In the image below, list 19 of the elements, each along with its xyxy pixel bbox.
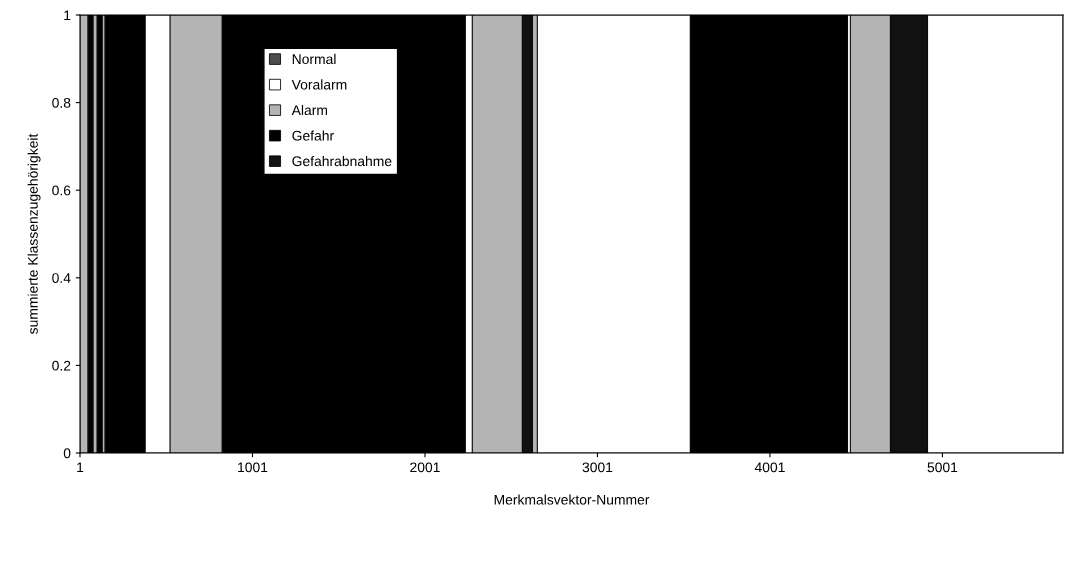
y-tick-label: 0.8: [52, 97, 71, 108]
x-axis-title: Merkmalsvektor-Nummer: [494, 494, 650, 505]
legend-label: Normal: [292, 53, 336, 65]
legend-label: Alarm: [291, 104, 328, 116]
y-axis-title: summierte Klassenzugehörigkeit: [27, 133, 41, 334]
legend-label: Voralarm: [291, 79, 347, 90]
x-tick-label: 1: [77, 462, 84, 473]
y-tick-label: 0.6: [52, 185, 71, 196]
y-tick-label: 0: [63, 448, 71, 459]
y-tick-label: 1: [64, 10, 71, 21]
x-tick-label: 5001: [927, 462, 958, 473]
x-tick-label: 3001: [582, 462, 613, 473]
y-tick-label: 0.4: [52, 273, 71, 283]
legend-label: Gefahr: [292, 130, 334, 141]
x-tick-label: 4001: [754, 462, 785, 473]
legend-label: Gefahrabnahme: [292, 155, 392, 167]
x-tick-label: 1001: [238, 462, 268, 473]
x-tick-label: 2001: [410, 462, 440, 473]
y-tick-label: 0.2: [52, 360, 71, 371]
